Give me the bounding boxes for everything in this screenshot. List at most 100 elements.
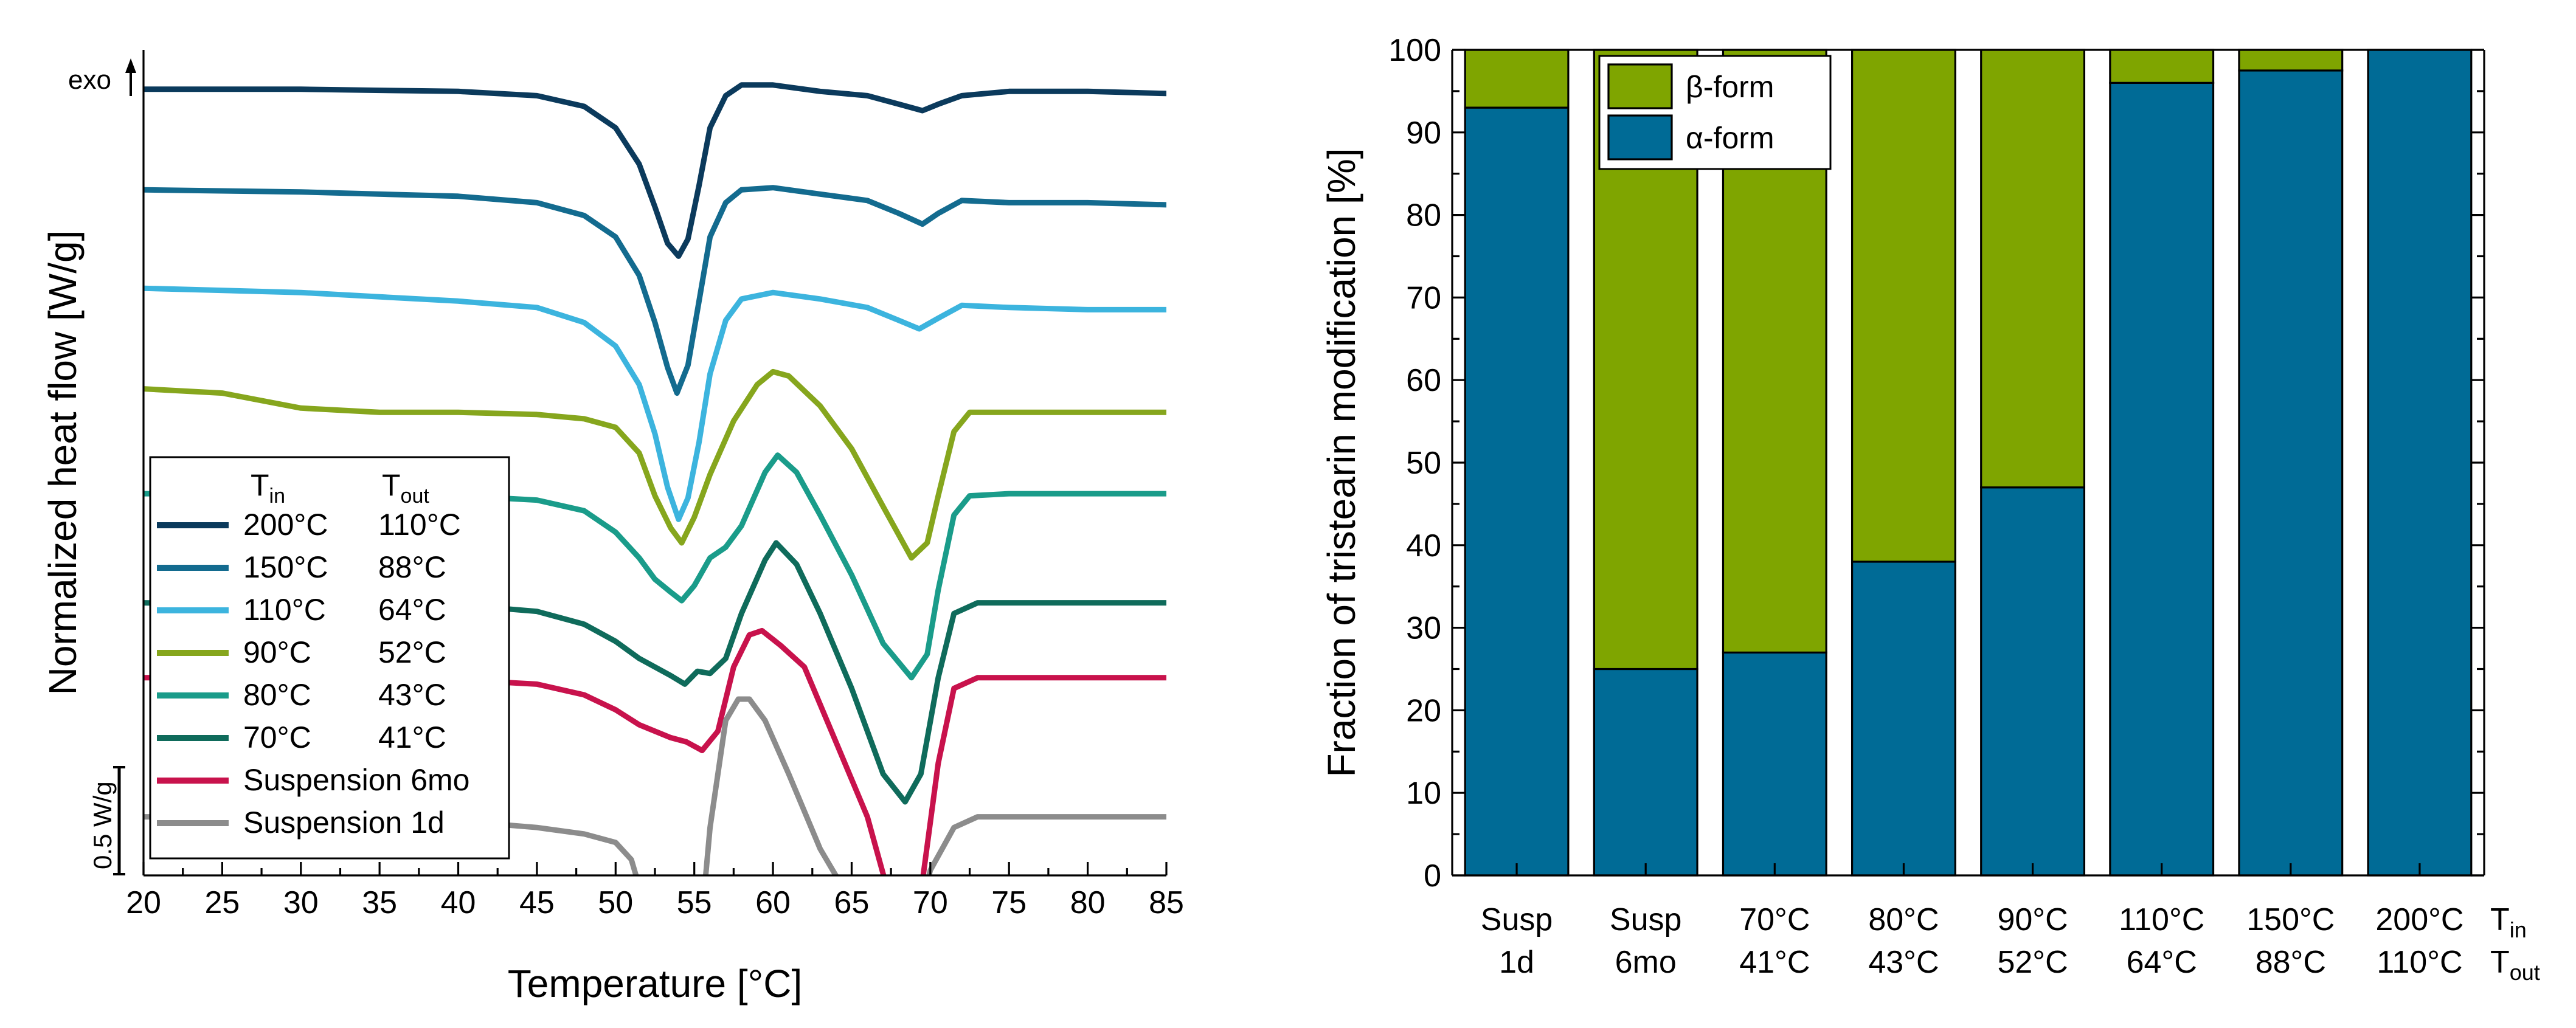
alpha-form-legend-label: α-form (1686, 121, 1774, 155)
dsc-x-tick-label: 50 (598, 885, 633, 920)
dsc-curves (144, 82, 1166, 875)
bar-x-label-line1: 200°C (2375, 902, 2463, 937)
bar-x-label-line2: 88°C (2256, 945, 2326, 980)
bar-x-label-line2: 52°C (1997, 945, 2068, 980)
bar-alpha-segment (2367, 49, 2473, 877)
bar-y-tick-label: 50 (1406, 446, 1441, 481)
bar-x-label-line1: Susp (1610, 902, 1682, 937)
bar-beta-segment (2109, 49, 2215, 84)
dsc-curve (144, 185, 1166, 396)
dsc-curve (144, 452, 1166, 681)
alpha-form-swatch (1607, 114, 1673, 160)
beta-form-legend-label: β-form (1686, 70, 1774, 104)
dsc-legend-tin: 110°C (243, 593, 326, 627)
dsc-x-tick-label: 30 (283, 885, 319, 920)
legend-header-tin: Tin (251, 468, 285, 508)
bar-x-label-line1: 110°C (2119, 902, 2204, 937)
bar-y-ticks: 0 10 20 30 40 50 60 70 80 90 100 (1388, 33, 2484, 894)
dsc-curve (144, 285, 1166, 522)
bar-alpha-segment (1980, 486, 2086, 877)
dsc-x-axis-title: Temperature [°C] (508, 962, 802, 1006)
dsc-x-tick-label: 80 (1070, 885, 1106, 920)
dsc-legend: Tin Tout 200°C 110°C 150°C 88°C 110°C 64°C 90°… (149, 456, 510, 860)
bar-x-label-line2: 6mo (1615, 945, 1677, 980)
row-label-tin: Tin (2490, 902, 2527, 942)
exo-arrow-icon (125, 58, 136, 73)
dsc-x-tick-label: 25 (204, 885, 240, 920)
bar-beta-segment (1980, 49, 2086, 489)
bar-alpha-segment (2238, 69, 2344, 877)
beta-form-swatch (1607, 63, 1673, 109)
dsc-x-tick-label: 35 (362, 885, 397, 920)
bar-x-label-line1: 80°C (1868, 902, 1939, 937)
dsc-x-tick-label: 70 (913, 885, 948, 920)
dsc-x-tick-label: 45 (519, 885, 555, 920)
dsc-x-tick-label: 55 (677, 885, 712, 920)
bar-x-label-line1: 70°C (1739, 902, 1810, 937)
bar-y-tick-label: 30 (1406, 611, 1441, 646)
bar-beta-segment (1464, 49, 1570, 109)
dsc-curve (144, 82, 1166, 259)
bar-beta-segment (1851, 49, 1956, 563)
bar-y-tick-label: 70 (1406, 280, 1441, 316)
dsc-legend-tout: 43°C (378, 678, 446, 712)
bar-y-tick-label: 40 (1406, 528, 1441, 564)
bar-y-tick-label: 20 (1406, 693, 1441, 728)
dsc-legend-tout: 52°C (378, 635, 446, 669)
dsc-curve (144, 368, 1166, 561)
dsc-legend-tout: 88°C (378, 550, 446, 584)
dsc-x-tick-label: 60 (755, 885, 791, 920)
dsc-legend-tin: 200°C (243, 508, 328, 542)
dsc-legend-tout: 110°C (378, 508, 461, 542)
dsc-legend-tin: Suspension 1d (243, 805, 445, 840)
bar-x-label-line2: 43°C (1868, 945, 1939, 980)
bar-y-tick-label: 60 (1406, 363, 1441, 398)
dsc-curve (144, 696, 1166, 875)
bar-alpha-segment (1593, 668, 1698, 877)
bar-y-tick-label: 90 (1406, 116, 1441, 151)
dsc-legend-tin: 90°C (243, 635, 311, 669)
bar-alpha-segment (1851, 561, 1956, 877)
dsc-x-tick-label: 65 (834, 885, 870, 920)
bar-x-labels: Susp 1d Susp 6mo 70°C 41°C 80°C 43°C 90°C 52°C 110… (1481, 863, 2463, 980)
dsc-y-axis-title: Normalized heat flow [W/g] (41, 230, 85, 695)
dsc-x-tick-label: 85 (1149, 885, 1184, 920)
bar-alpha-segment (1464, 106, 1570, 877)
dsc-legend-tin: 70°C (243, 720, 311, 754)
bar-alpha-segment (1722, 651, 1827, 877)
bar-x-label-line2: 110°C (2377, 945, 2462, 980)
dsc-legend-rows: 200°C 110°C 150°C 88°C 110°C 64°C 90°C 52°C 80°C… (157, 508, 469, 840)
dsc-legend-tin: 150°C (243, 550, 328, 584)
dsc-x-tick-label: 20 (126, 885, 161, 920)
bar-y-tick-label: 80 (1406, 198, 1441, 233)
dsc-x-ticks: 20 25 30 35 40 45 50 55 60 65 70 75 80 85 (126, 862, 1184, 920)
bar-x-label-line1: 150°C (2246, 902, 2335, 937)
legend-header-tout: Tout (382, 468, 429, 508)
bar-x-label-line1: Susp (1481, 902, 1553, 937)
bar-x-label-line2: 64°C (2127, 945, 2197, 980)
dsc-legend-tin: Suspension 6mo (243, 763, 469, 797)
bar-segments (1464, 49, 2473, 877)
bar-y-tick-label: 10 (1406, 776, 1441, 811)
bar-alpha-segment (2109, 81, 2215, 877)
dsc-chart: Tin Tout 200°C 110°C 150°C 88°C 110°C 64°C 90°… (41, 50, 1184, 1006)
dsc-legend-tin: 80°C (243, 678, 311, 712)
bar-beta-segment (2238, 49, 2344, 72)
scale-bar-label: 0.5 W/g (88, 781, 117, 869)
bar-y-tick-label: 0 (1424, 858, 1441, 894)
exo-label: exo (68, 65, 111, 95)
dsc-legend-tout: 64°C (378, 593, 446, 627)
bar-legend: β-form α-form (1598, 55, 1832, 170)
dsc-legend-tout: 41°C (378, 720, 446, 754)
dsc-x-tick-label: 75 (991, 885, 1027, 920)
bar-x-label-line2: 41°C (1739, 945, 1810, 980)
bar-y-axis-title: Fraction of tristearin modification [%] (1320, 148, 1363, 777)
bar-chart: 0 10 20 30 40 50 60 70 80 90 100 Susp 1d Susp 6mo 70°C… (1320, 33, 2540, 985)
dsc-curve (144, 540, 1166, 805)
bar-x-label-line1: 90°C (1997, 902, 2068, 937)
row-label-tout: Tout (2490, 945, 2540, 985)
dsc-curve (144, 627, 1166, 875)
bar-y-tick-label: 100 (1388, 33, 1441, 68)
bar-x-label-line2: 1d (1499, 945, 1534, 980)
